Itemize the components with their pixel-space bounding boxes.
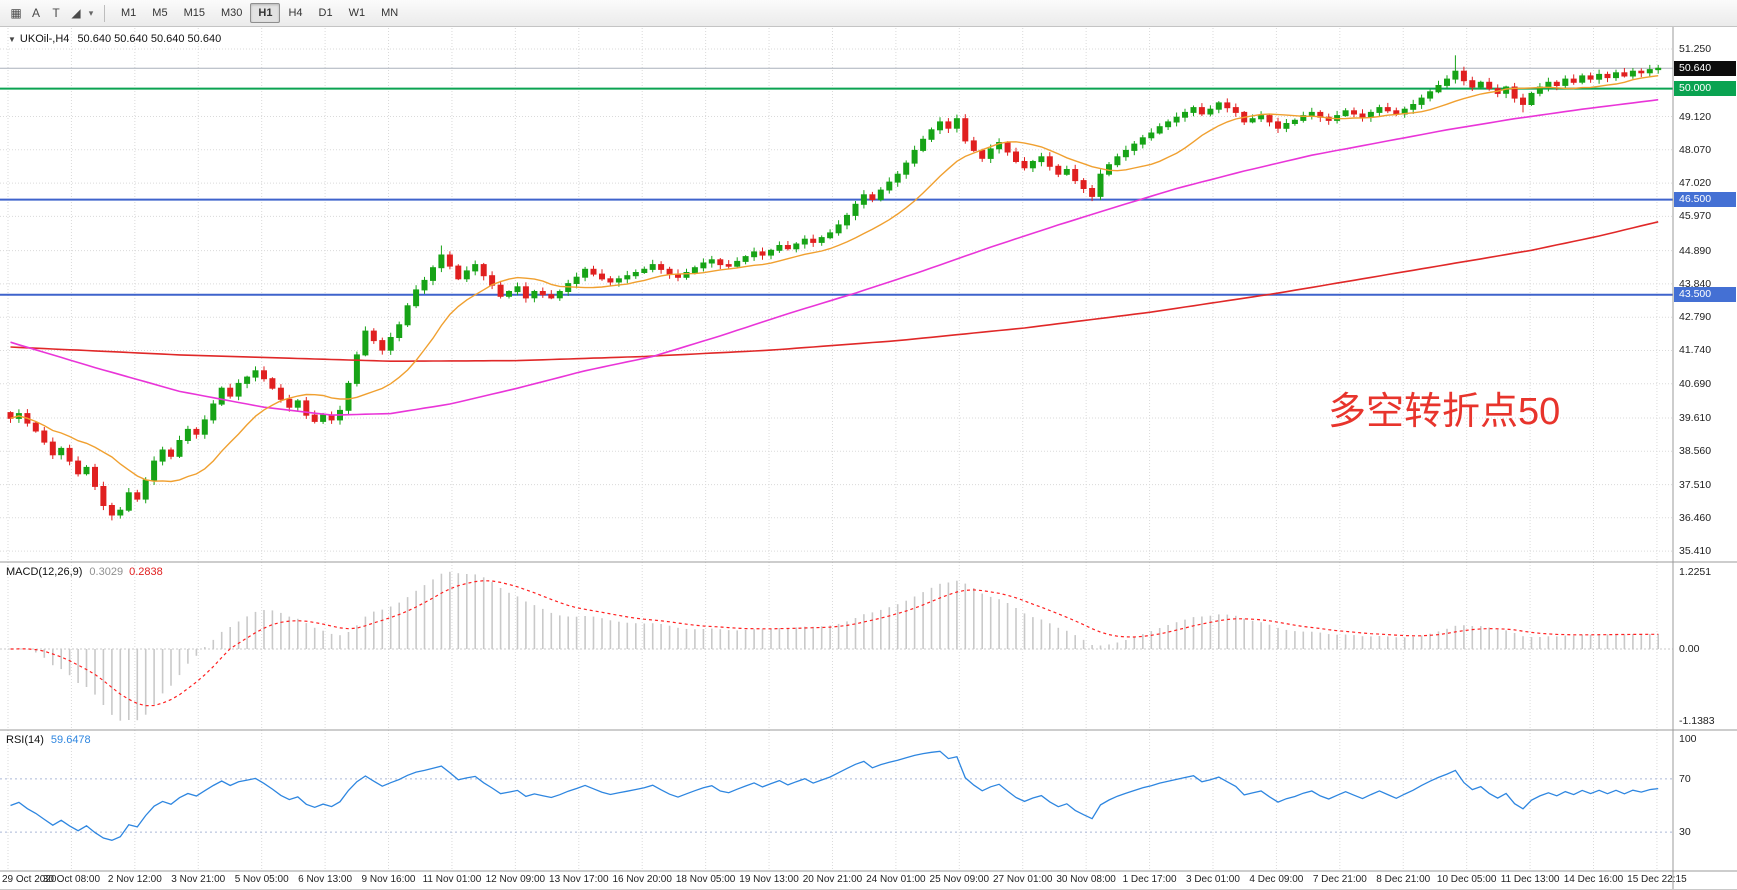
chart-annotation: 多空转折点50 xyxy=(1328,391,1561,433)
price-scale-column[interactable] xyxy=(1674,27,1737,889)
timeframe-button-M15[interactable]: M15 xyxy=(183,7,205,19)
timeframe-buttons-group: M1 M5 M15 M30 H1 H4 D1 W1 MN xyxy=(113,3,406,23)
ma-slow-line xyxy=(10,221,1659,363)
macd-histogram[interactable] xyxy=(11,571,1659,721)
timeframe-button-MN[interactable]: MN xyxy=(381,7,399,19)
candles-up[interactable] xyxy=(15,55,1662,519)
chart-title: ▼ UKOil-,H4 50.640 50.640 50.640 50.640 xyxy=(8,33,221,45)
rsi-name: RSI(14) xyxy=(6,734,44,746)
arrow-tool-icon[interactable]: A xyxy=(31,6,40,20)
symbol-period-label: UKOil-,H4 xyxy=(19,33,70,45)
macd-indicator-label: MACD(12,26,9) 0.3029 0.2838 xyxy=(6,566,163,578)
rsi-indicator-label: RSI(14) 59.6478 xyxy=(6,734,91,746)
shapes-dropdown-caret[interactable]: ▾ xyxy=(88,7,94,18)
rsi-line xyxy=(10,750,1659,841)
macd-main-value: 0.3029 xyxy=(89,566,124,578)
shapes-tool-icon[interactable]: ◢ xyxy=(71,6,81,20)
drawing-tools-group: ▦ A T ◢ ▾ xyxy=(6,3,96,24)
macd-signal-value: 0.2838 xyxy=(129,566,163,578)
candles-down[interactable] xyxy=(7,66,1645,521)
macd-name: MACD(12,26,9) xyxy=(6,566,83,578)
ma-mid-line xyxy=(10,98,1659,416)
timeframe-button-M30[interactable]: M30 xyxy=(220,7,243,19)
top-toolbar: ▦ A T ◢ ▾ M1 M5 M15 M30 H1 H4 D1 W1 MN xyxy=(0,0,1737,27)
chart-layout-icon[interactable]: ▦ xyxy=(10,6,22,20)
timeframe-button-D1[interactable]: D1 xyxy=(318,7,333,19)
ma-fast-line xyxy=(10,75,1659,483)
timeframe-button-W1[interactable]: W1 xyxy=(348,7,366,19)
ohlc-values-label: 50.640 50.640 50.640 50.640 xyxy=(77,33,222,45)
macd-signal-line xyxy=(10,580,1659,707)
chart-collapse-icon[interactable]: ▼ xyxy=(8,35,16,44)
timeframe-button-M1[interactable]: M1 xyxy=(121,7,137,19)
timeframe-button-H4[interactable]: H4 xyxy=(288,7,303,19)
toolbar-separator xyxy=(104,4,105,22)
rsi-value: 59.6478 xyxy=(50,734,91,746)
timeframe-button-H1[interactable]: H1 xyxy=(250,3,281,23)
text-tool-icon[interactable]: T xyxy=(52,6,60,20)
timeframe-button-M5[interactable]: M5 xyxy=(152,7,168,19)
horizontal-level-lines[interactable] xyxy=(0,67,1673,296)
